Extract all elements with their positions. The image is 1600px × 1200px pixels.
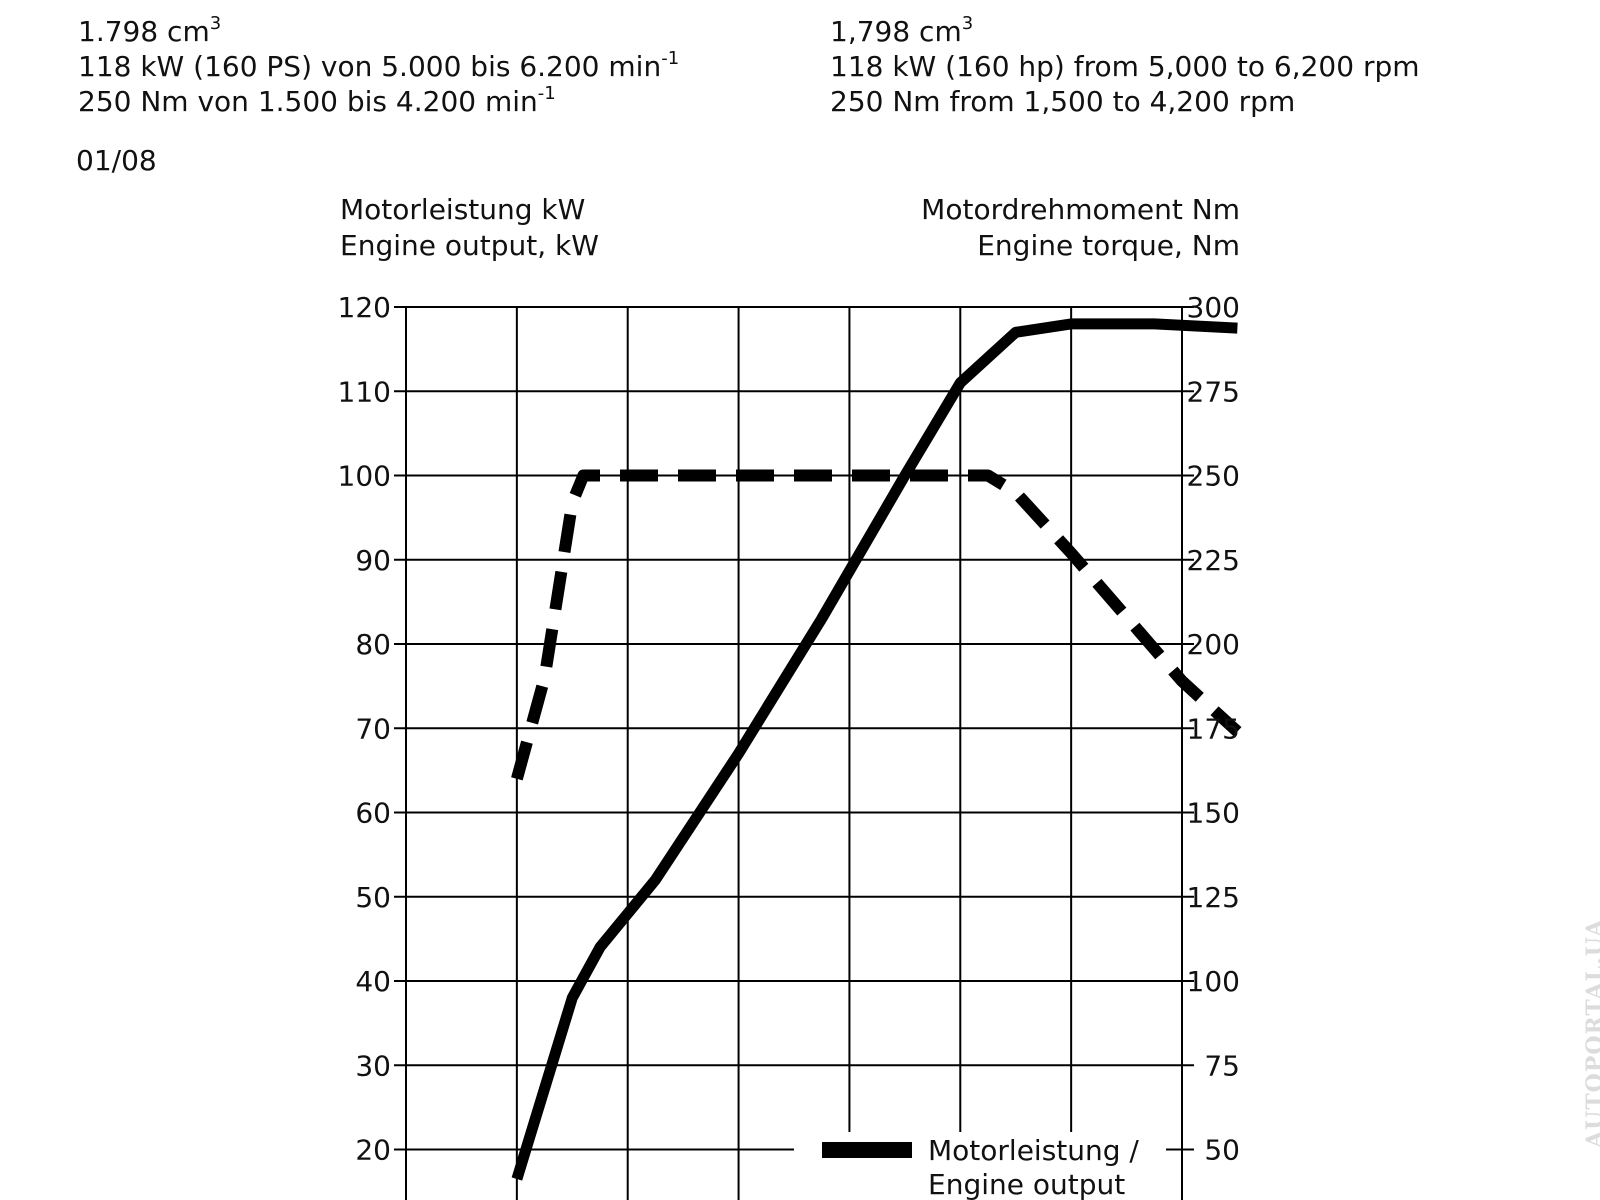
left-tick-label: 50 bbox=[355, 881, 391, 914]
right-tick-label: 275 bbox=[1187, 375, 1240, 408]
left-tick-label: 110 bbox=[338, 375, 391, 408]
right-tick-label: 200 bbox=[1187, 628, 1240, 661]
left-tick-label: 60 bbox=[355, 797, 391, 830]
right-axis-title-line-2: Engine torque, Nm bbox=[977, 229, 1240, 262]
right-tick-label: 225 bbox=[1187, 544, 1240, 577]
spec-displacement-de: 1.798 cm3 bbox=[78, 13, 222, 49]
chart-ticks: 20 30 40 50 60 70 80 90 100 110 120 50 75 100 125 150 17… bbox=[338, 291, 1240, 1167]
left-tick-label: 120 bbox=[338, 291, 391, 324]
legend-label-line-2: Engine output bbox=[928, 1168, 1125, 1200]
left-tick-label: 90 bbox=[355, 544, 391, 577]
right-axis-title: Motordrehmoment Nm Engine torque, Nm bbox=[921, 192, 1240, 264]
right-tick-label: 175 bbox=[1187, 712, 1240, 745]
watermark: AUTOPORTAL.UA bbox=[1582, 918, 1600, 1148]
left-tick-label: 70 bbox=[355, 712, 391, 745]
right-tick-label: 125 bbox=[1187, 881, 1240, 914]
series-engine-output-line bbox=[511, 318, 1238, 1181]
right-tick-label: 250 bbox=[1187, 460, 1240, 493]
left-tick-label: 20 bbox=[355, 1134, 391, 1167]
spec-power-en: 118 kW (160 hp) from 5,000 to 6,200 rpm bbox=[830, 50, 1420, 83]
right-tick-label: 100 bbox=[1187, 965, 1240, 998]
left-tick-label: 30 bbox=[355, 1049, 391, 1082]
legend-label-line-1: Motorleistung / bbox=[928, 1134, 1139, 1167]
right-axis-title-line-1: Motordrehmoment Nm bbox=[921, 193, 1240, 226]
left-tick-label: 100 bbox=[338, 460, 391, 493]
right-tick-label: 300 bbox=[1187, 291, 1240, 324]
right-tick-label: 150 bbox=[1187, 797, 1240, 830]
right-tick-label: 50 bbox=[1204, 1134, 1240, 1167]
left-axis-title-line-1: Motorleistung kW bbox=[340, 193, 586, 226]
left-axis-title: Motorleistung kW Engine output, kW bbox=[340, 192, 599, 264]
chart-series bbox=[511, 318, 1242, 1181]
left-tick-label: 80 bbox=[355, 628, 391, 661]
spec-torque-en: 250 Nm from 1,500 to 4,200 rpm bbox=[830, 85, 1296, 118]
left-axis-title-line-2: Engine output, kW bbox=[340, 229, 599, 262]
series-engine-torque-line bbox=[511, 469, 1242, 781]
document-code: 01/08 bbox=[76, 144, 157, 177]
chart-legend: Motorleistung / Engine output bbox=[794, 1132, 1166, 1200]
left-tick-label: 40 bbox=[355, 965, 391, 998]
spec-displacement-en: 1,798 cm3 bbox=[830, 13, 974, 49]
spec-block-english: 1,798 cm3 118 kW (160 hp) from 5,000 to … bbox=[830, 14, 1420, 119]
spec-block-german: 1.798 cm3 118 kW (160 PS) von 5.000 bis … bbox=[78, 14, 679, 119]
spec-torque-de: 250 Nm von 1.500 bis 4.200 min-1 bbox=[78, 83, 556, 119]
right-tick-label: 75 bbox=[1204, 1049, 1240, 1082]
spec-power-de: 118 kW (160 PS) von 5.000 bis 6.200 min-… bbox=[78, 48, 680, 84]
